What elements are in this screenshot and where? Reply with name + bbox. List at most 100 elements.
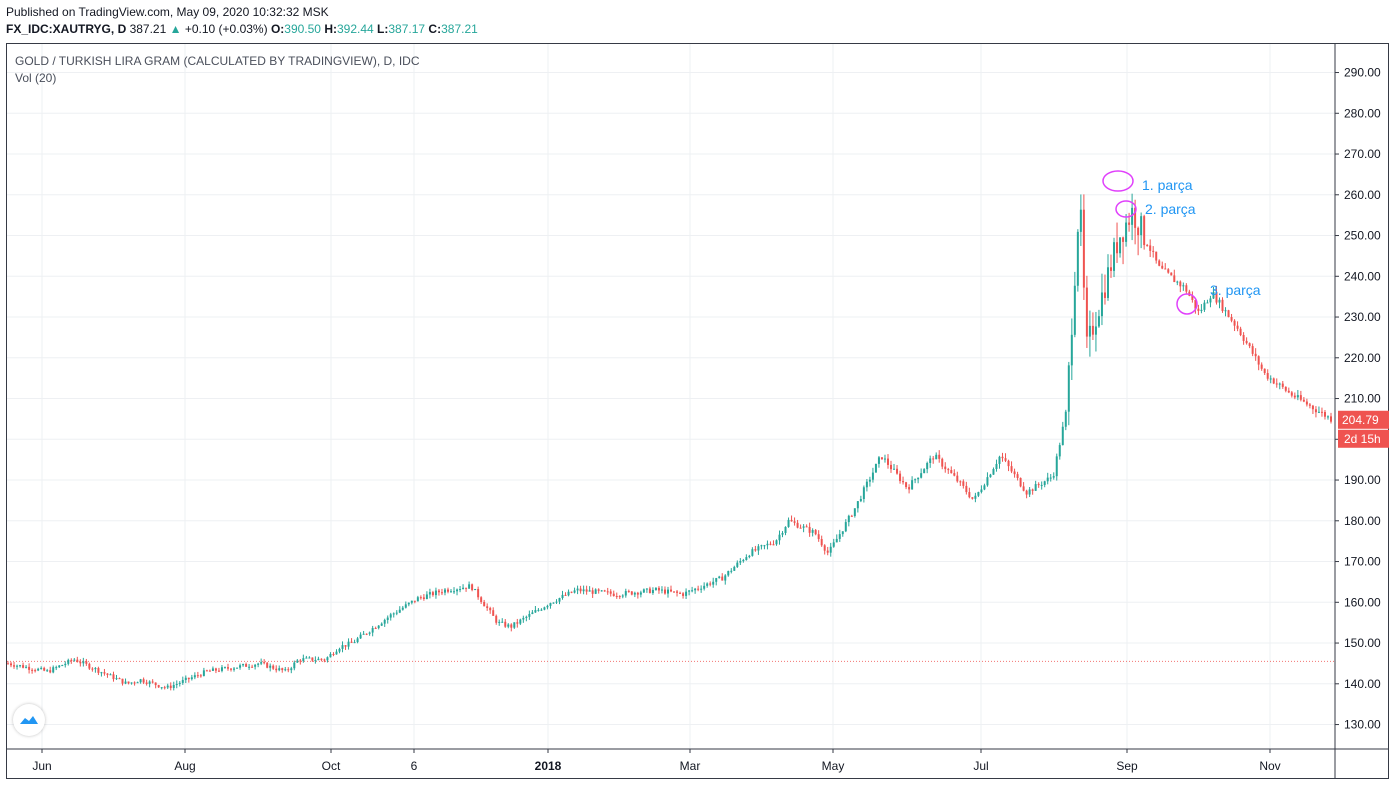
- candle-body: [1152, 250, 1155, 252]
- candle-body: [296, 660, 299, 663]
- candle-body: [371, 628, 374, 633]
- candle-body: [136, 682, 139, 684]
- candle-body: [850, 515, 853, 517]
- candle-body: [1049, 477, 1052, 479]
- candle-body: [663, 589, 666, 594]
- candle-body: [356, 638, 359, 643]
- candle-body: [896, 468, 899, 474]
- candle-body: [392, 613, 395, 615]
- candle-body: [519, 619, 522, 624]
- candle-body: [169, 685, 172, 688]
- annotation-label[interactable]: 3. parça: [1210, 282, 1261, 298]
- candle-body: [769, 543, 772, 545]
- annotation-label[interactable]: 1. parça: [1142, 177, 1193, 193]
- candle-body: [766, 543, 769, 546]
- candle-body: [926, 462, 929, 470]
- candle-body: [145, 682, 148, 684]
- candle-body: [890, 464, 893, 470]
- candle-body: [317, 658, 320, 661]
- candle-body: [55, 667, 58, 669]
- candle-body: [615, 595, 618, 597]
- candle-body: [660, 589, 663, 591]
- candle-body: [465, 587, 468, 589]
- symbol[interactable]: FX_IDC:XAUTRYG, D: [6, 22, 127, 36]
- candle-body: [700, 588, 703, 590]
- candle-body: [1260, 364, 1263, 369]
- candle-body: [724, 575, 727, 581]
- candle-body: [1064, 411, 1067, 427]
- candle-body: [645, 588, 648, 590]
- candle-body: [495, 615, 498, 623]
- candle-body: [995, 463, 998, 470]
- candle-body: [624, 591, 627, 596]
- candle-body: [1025, 490, 1028, 495]
- candle-body: [805, 526, 808, 528]
- tradingview-logo[interactable]: [13, 704, 45, 736]
- candle-body: [341, 645, 344, 649]
- candle-body: [546, 605, 549, 608]
- candle-body: [157, 685, 160, 688]
- candle-body: [929, 458, 932, 463]
- candle-body: [594, 589, 597, 594]
- y-tick-label: 230.00: [1344, 310, 1381, 324]
- candle-body: [335, 651, 338, 655]
- candle-body: [434, 590, 437, 596]
- candle-body: [187, 677, 190, 680]
- candle-body: [567, 591, 570, 596]
- candle-body: [1007, 460, 1010, 467]
- candle-body: [727, 571, 730, 576]
- candle-body: [974, 495, 977, 499]
- candle-body: [923, 469, 926, 474]
- candle-body: [492, 610, 495, 616]
- candle-body: [799, 527, 802, 529]
- candle-body: [1052, 476, 1055, 478]
- chart-legend-title[interactable]: GOLD / TURKISH LIRA GRAM (CALCULATED BY …: [15, 54, 420, 68]
- candle-body: [742, 559, 745, 562]
- candle-body: [1149, 245, 1152, 251]
- candle-body: [1043, 481, 1046, 485]
- candle-body: [477, 588, 480, 598]
- candle-body: [22, 665, 25, 668]
- candle-body: [281, 668, 284, 671]
- candle-body: [1100, 292, 1103, 317]
- candle-body: [1164, 268, 1167, 270]
- candle-body: [329, 654, 332, 658]
- candle-body: [239, 665, 242, 668]
- x-tick-label: 2018: [535, 759, 562, 773]
- candle-body: [537, 609, 540, 611]
- candle-body: [917, 477, 920, 480]
- annotation-label[interactable]: 2. parça: [1145, 201, 1196, 217]
- candle-body: [1119, 237, 1122, 254]
- candle-body: [468, 584, 471, 589]
- candle-body: [1146, 245, 1149, 247]
- x-tick-label: May: [822, 759, 845, 773]
- candle-body: [899, 473, 902, 482]
- candle-body: [772, 544, 775, 546]
- candle-body: [350, 641, 353, 643]
- candle-body: [627, 591, 630, 593]
- candle-body: [868, 479, 871, 482]
- candle-body: [1016, 474, 1019, 478]
- candle-body: [962, 481, 965, 486]
- candle-body: [778, 534, 781, 541]
- candle-body: [1239, 328, 1242, 336]
- candle-body: [1218, 299, 1221, 303]
- candle-body: [49, 670, 52, 673]
- candle-body: [639, 592, 642, 595]
- candle-body: [302, 658, 305, 662]
- candle-body: [368, 632, 371, 634]
- candle-body: [718, 576, 721, 579]
- candle-body: [395, 612, 398, 614]
- candle-body: [10, 663, 13, 666]
- volume-legend[interactable]: Vol (20): [15, 71, 57, 85]
- candle-body: [1227, 310, 1230, 318]
- y-tick-label: 260.00: [1344, 188, 1381, 202]
- candle-body: [679, 592, 682, 594]
- candle-body: [190, 677, 193, 680]
- candle-body: [953, 473, 956, 476]
- last-price: 387.21: [129, 22, 167, 36]
- candle-body: [236, 667, 239, 669]
- y-tick-label: 210.00: [1344, 392, 1381, 406]
- candle-body: [1263, 368, 1266, 374]
